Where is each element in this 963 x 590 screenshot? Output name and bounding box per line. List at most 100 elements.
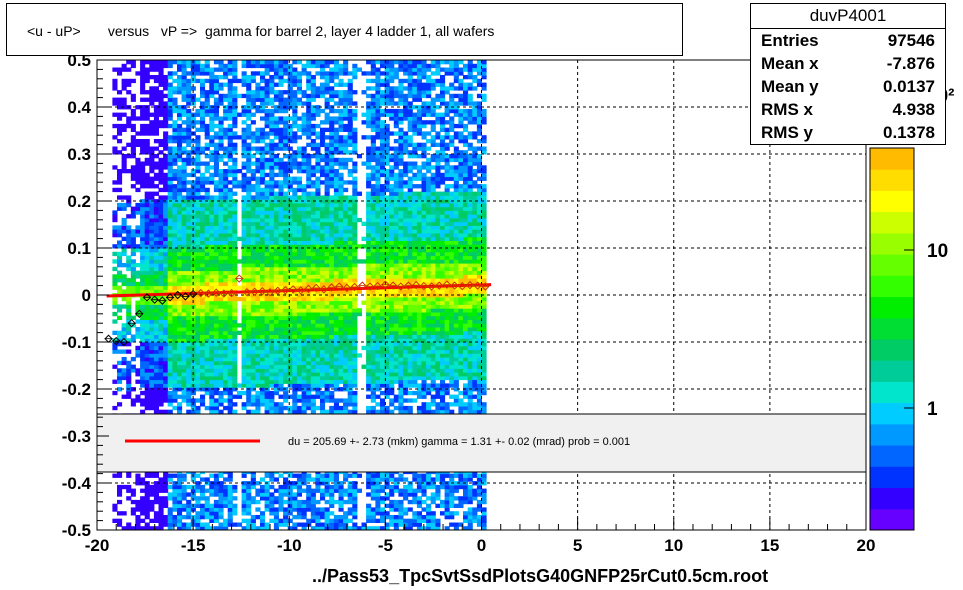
heatmap-cell	[149, 169, 154, 173]
heatmap-cell	[223, 169, 228, 173]
heatmap-cell	[283, 368, 288, 372]
heatmap-cell	[343, 357, 348, 361]
heatmap-cell	[177, 177, 182, 181]
heatmap-cell	[274, 319, 279, 323]
heatmap-cell	[228, 361, 233, 365]
heatmap-cell	[255, 372, 260, 376]
heatmap-cell	[214, 86, 219, 90]
heatmap-cell	[209, 327, 214, 331]
heatmap-cell	[315, 323, 320, 327]
heatmap-cell	[177, 304, 182, 308]
heatmap-cell	[195, 301, 200, 305]
heatmap-cell	[297, 218, 302, 222]
heatmap-cell	[255, 297, 260, 301]
heatmap-cell	[334, 139, 339, 143]
heatmap-cell	[329, 259, 334, 263]
heatmap-cell	[302, 113, 307, 117]
heatmap-cell	[195, 154, 200, 158]
heatmap-cell	[228, 203, 233, 207]
heatmap-cell	[177, 316, 182, 320]
heatmap-cell	[334, 101, 339, 105]
heatmap-cell	[126, 350, 131, 354]
heatmap-cell	[339, 267, 344, 271]
heatmap-cell	[320, 511, 325, 515]
heatmap-cell	[122, 372, 127, 376]
heatmap-cell	[339, 350, 344, 354]
heatmap-cell	[274, 165, 279, 169]
heatmap-cell	[297, 523, 302, 527]
heatmap-cell	[131, 500, 136, 504]
heatmap-cell	[325, 391, 330, 395]
heatmap-cell	[302, 365, 307, 369]
heatmap-cell	[329, 214, 334, 218]
heatmap-cell	[255, 278, 260, 282]
heatmap-cell	[325, 361, 330, 365]
heatmap-cell	[288, 237, 293, 241]
heatmap-cell	[182, 177, 187, 181]
heatmap-cell	[306, 86, 311, 90]
heatmap-cell	[195, 79, 200, 83]
heatmap-cell	[163, 342, 168, 346]
heatmap-cell	[242, 188, 247, 192]
heatmap-cell	[228, 485, 233, 489]
heatmap-cell	[214, 116, 219, 120]
heatmap-cell	[343, 297, 348, 301]
heatmap-cell	[228, 267, 233, 271]
heatmap-cell	[232, 304, 237, 308]
heatmap-cell	[269, 169, 274, 173]
heatmap-cell	[223, 485, 228, 489]
heatmap-cell	[186, 335, 191, 339]
heatmap-cell	[260, 71, 265, 75]
heatmap-cell	[279, 365, 284, 369]
heatmap-cell	[274, 128, 279, 132]
heatmap-cell	[334, 128, 339, 132]
heatmap-cell	[269, 90, 274, 94]
heatmap-cell	[302, 101, 307, 105]
heatmap-cell	[209, 372, 214, 376]
heatmap-cell	[329, 492, 334, 496]
heatmap-cell	[223, 116, 228, 120]
heatmap-cell	[320, 109, 325, 113]
heatmap-cell	[140, 237, 145, 241]
heatmap-cell	[182, 263, 187, 267]
heatmap-cell	[288, 241, 293, 245]
heatmap-cell	[246, 79, 251, 83]
heatmap-cell	[269, 101, 274, 105]
heatmap-cell	[214, 180, 219, 184]
heatmap-cell	[279, 342, 284, 346]
heatmap-cell	[315, 71, 320, 75]
heatmap-cell	[292, 116, 297, 120]
heatmap-cell	[311, 83, 316, 87]
heatmap-cell	[172, 195, 177, 199]
heatmap-cell	[279, 319, 284, 323]
heatmap-cell	[200, 485, 205, 489]
heatmap-cell	[320, 214, 325, 218]
heatmap-cell	[214, 308, 219, 312]
heatmap-cell	[232, 222, 237, 226]
heatmap-cell	[195, 515, 200, 519]
heatmap-cell	[154, 233, 159, 237]
heatmap-cell	[265, 308, 270, 312]
heatmap-cell	[200, 511, 205, 515]
heatmap-cell	[306, 173, 311, 177]
heatmap-cell	[246, 113, 251, 117]
heatmap-cell	[149, 252, 154, 256]
heatmap-cell	[283, 267, 288, 271]
heatmap-cell	[163, 120, 168, 124]
heatmap-cell	[288, 519, 293, 523]
heatmap-cell	[122, 207, 127, 211]
heatmap-cell	[265, 158, 270, 162]
heatmap-cell	[302, 477, 307, 481]
heatmap-cell	[320, 75, 325, 79]
heatmap-cell	[315, 143, 320, 147]
heatmap-cell	[260, 492, 265, 496]
heatmap-cell	[195, 365, 200, 369]
heatmap-cell	[205, 248, 210, 252]
heatmap-cell	[306, 312, 311, 316]
heatmap-cell	[177, 109, 182, 113]
heatmap-cell	[251, 496, 256, 500]
heatmap-cell	[306, 361, 311, 365]
heatmap-cell	[168, 229, 173, 233]
heatmap-cell	[122, 289, 127, 293]
heatmap-cell	[223, 372, 228, 376]
